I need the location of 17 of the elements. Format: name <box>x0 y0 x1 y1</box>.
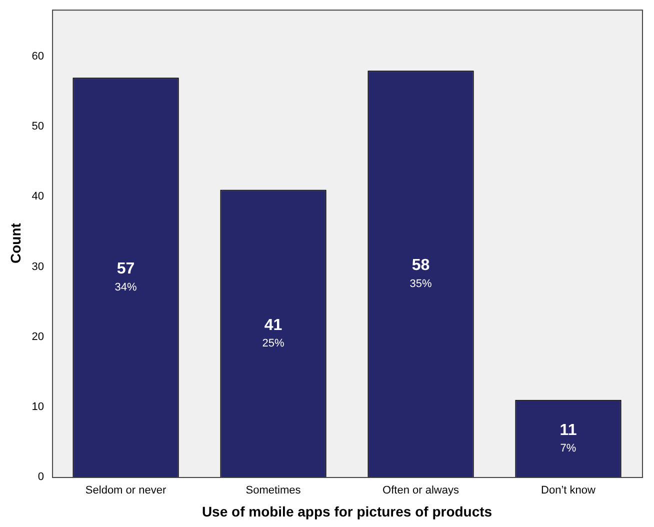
y-tick-label: 50 <box>32 120 44 133</box>
data-label: 11 7% <box>560 422 577 454</box>
y-tick-label: 60 <box>32 50 44 63</box>
x-tick-label: Sometimes <box>246 484 302 497</box>
y-tick-label: 20 <box>32 330 44 343</box>
y-tick-label: 0 <box>38 471 44 484</box>
x-axis-title: Use of mobile apps for pictures of products <box>202 503 492 520</box>
data-label: 41 25% <box>262 316 284 350</box>
x-tick-label: Don’t know <box>541 484 596 497</box>
y-tick-label: 10 <box>32 400 44 413</box>
data-label: 58 35% <box>410 257 432 290</box>
data-label: 57 34% <box>114 260 137 294</box>
x-tick-label: Seldom or never <box>85 484 166 497</box>
x-tick-label: Often or always <box>382 484 460 497</box>
y-tick-label: 30 <box>32 260 44 273</box>
y-tick-label: 40 <box>32 190 44 203</box>
y-axis-title: Count <box>7 222 24 264</box>
